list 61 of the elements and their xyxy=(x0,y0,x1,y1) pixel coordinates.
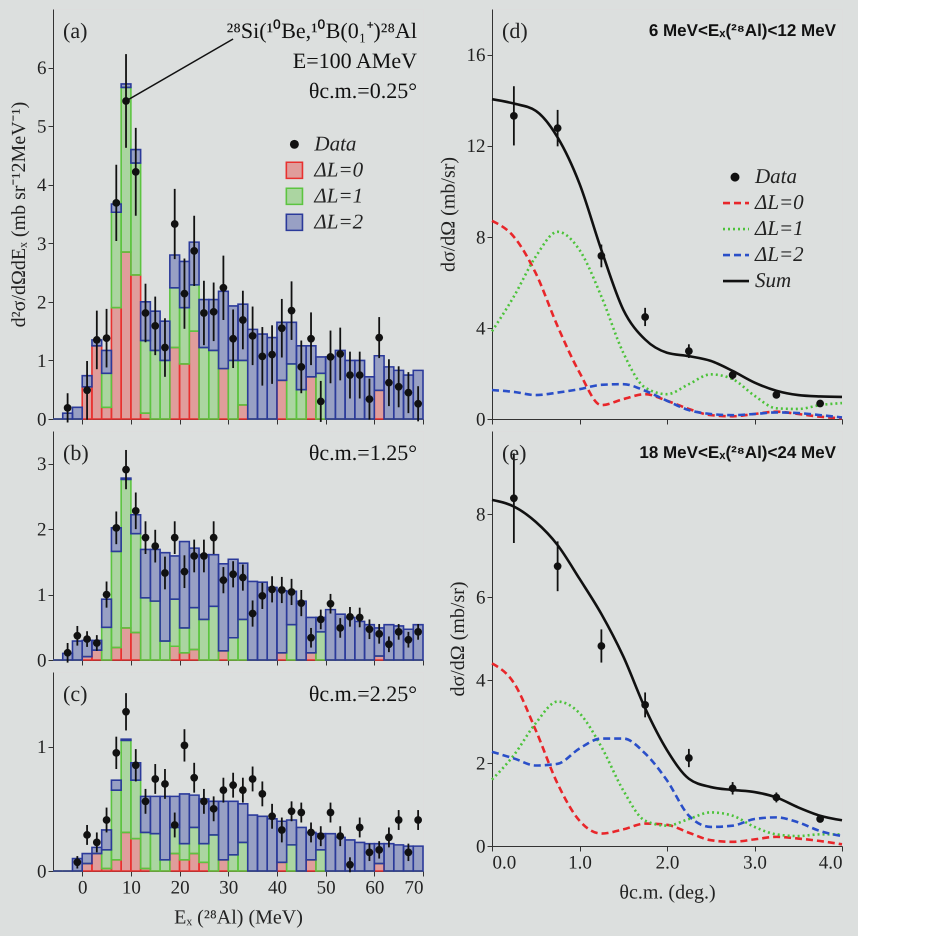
y-tick-label: 4 xyxy=(37,175,47,196)
y-tick-label: 0 xyxy=(476,836,486,858)
y-tick-label: 0 xyxy=(476,410,486,430)
legend-label: Sum xyxy=(755,268,792,292)
y-tick-label: 12 xyxy=(466,136,486,158)
x-tick-label: 3.0 xyxy=(743,852,767,874)
annotation: θc.m.=2.25° xyxy=(308,681,417,706)
y-tick-label: 16 xyxy=(466,45,486,66)
y-axis-title: d²σ/dΩdEₓ (mb sr⁻¹2MeV⁻¹) xyxy=(8,102,30,328)
y-tick-label: 2 xyxy=(37,520,46,541)
y-tick-label: 6 xyxy=(476,588,486,608)
y-tick-label: 1 xyxy=(37,585,46,606)
y-tick-label: 1 xyxy=(37,737,46,758)
annotation: (b) xyxy=(63,440,89,465)
legend-label: ΔL=0 xyxy=(313,157,364,182)
y-tick-label: 8 xyxy=(476,227,486,248)
y-tick-label: 1 xyxy=(37,350,46,372)
annotation: (e) xyxy=(502,440,526,465)
x-tick-label: 4.0 xyxy=(818,852,842,874)
x-tick-label: 10 xyxy=(122,878,141,898)
annotation: 6 MeV<Eₓ(²⁸Al)<12 MeV xyxy=(648,21,837,40)
legend-label: Data xyxy=(754,164,797,188)
legend-label: Data xyxy=(313,131,356,156)
y-tick-label: 2 xyxy=(37,292,46,314)
y-tick-label: 6 xyxy=(37,58,46,80)
y-tick-label: 4 xyxy=(476,670,486,692)
legend-label: ΔL=0 xyxy=(754,190,804,214)
x-tick-label: 2.0 xyxy=(656,852,680,874)
y-tick-label: 2 xyxy=(476,754,486,774)
annotation: 18 MeV<Eₓ(²⁸Al)<24 MeV xyxy=(639,443,837,462)
legend-label: ΔL=2 xyxy=(754,242,804,266)
annotation: E=100 AMeV xyxy=(292,48,418,73)
x-tick-label: 0.0 xyxy=(492,852,516,874)
legend-label: ΔL=2 xyxy=(313,209,364,234)
y-tick-label: 3 xyxy=(37,454,46,476)
y-tick-label: 4 xyxy=(476,318,486,340)
annotation: (d) xyxy=(502,18,528,43)
legend-label: ΔL=1 xyxy=(313,183,364,208)
x-tick-label: 50 xyxy=(316,878,336,898)
x-tick-label: 1.0 xyxy=(568,852,592,874)
y-tick-label: 0 xyxy=(37,650,46,672)
x-tick-label: 20 xyxy=(170,878,190,898)
legend-label: ΔL=1 xyxy=(754,216,804,240)
y-tick-label: 0 xyxy=(37,410,46,430)
annotation: (a) xyxy=(63,18,88,43)
x-tick-label: 70 xyxy=(404,878,424,898)
y-tick-label: 3 xyxy=(37,234,46,255)
y-tick-label: 8 xyxy=(476,504,486,526)
annotation: (c) xyxy=(63,681,88,706)
x-axis-title: Eₓ (²⁸Al) (MeV) xyxy=(174,906,303,928)
x-tick-label: 30 xyxy=(219,878,238,898)
annotation: θc.m.=1.25° xyxy=(308,440,417,465)
annotation: θc.m.=0.25° xyxy=(308,78,417,103)
x-tick-label: 40 xyxy=(268,878,287,898)
y-axis-title: dσ/dΩ (mb/sr) xyxy=(438,156,460,272)
x-axis-title: θc.m. (deg.) xyxy=(619,882,716,904)
annotation: ²⁸Si(¹⁰Be,¹⁰B(0₁⁺)²⁸Al xyxy=(226,18,417,43)
y-tick-label: 5 xyxy=(37,116,46,138)
x-tick-label: 60 xyxy=(365,878,384,898)
x-tick-label: 0 xyxy=(78,878,88,898)
y-axis-title: dσ/dΩ (mb/sr) xyxy=(447,581,469,697)
